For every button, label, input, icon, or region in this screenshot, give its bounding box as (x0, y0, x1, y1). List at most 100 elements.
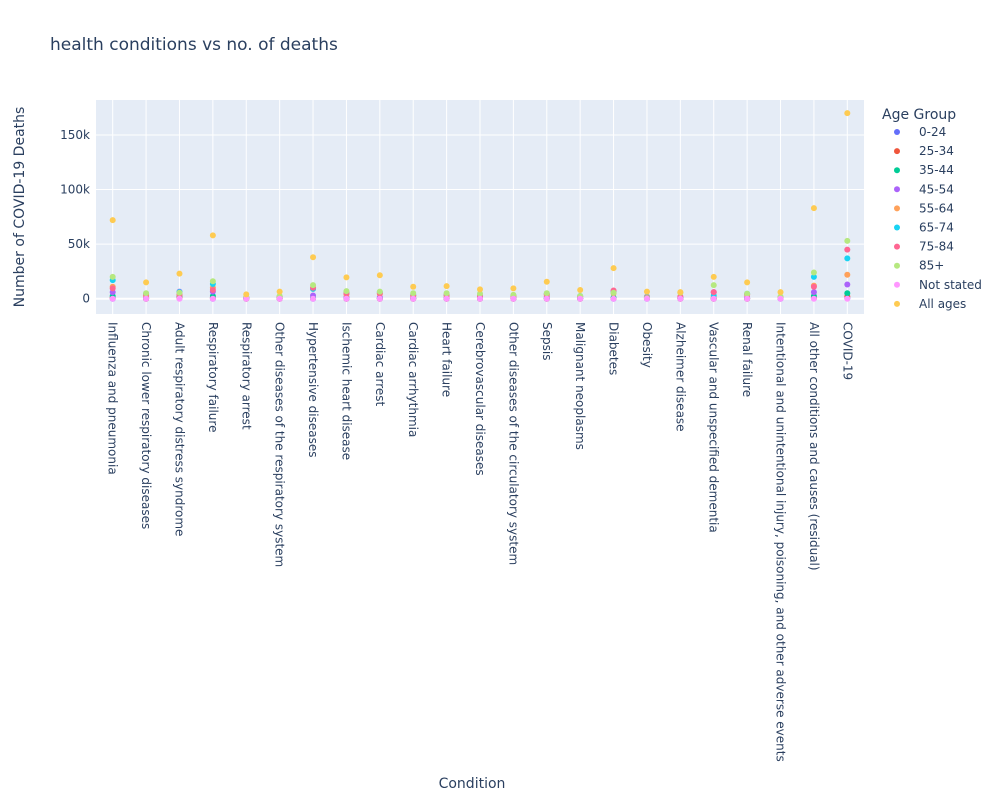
data-point[interactable] (176, 289, 183, 296)
data-point[interactable] (276, 288, 283, 295)
data-point[interactable] (710, 295, 717, 302)
legend-item-label[interactable]: Not stated (919, 278, 982, 292)
data-point[interactable] (176, 295, 183, 302)
x-tick-label: Obesity (640, 322, 654, 368)
data-point[interactable] (143, 279, 150, 286)
legend-item-label[interactable]: 45-54 (919, 182, 954, 196)
data-point[interactable] (410, 290, 417, 297)
data-point[interactable] (810, 205, 817, 212)
data-point[interactable] (310, 295, 317, 302)
data-point[interactable] (109, 295, 116, 302)
data-point[interactable] (343, 274, 350, 281)
data-point[interactable] (443, 283, 450, 290)
data-point[interactable] (610, 295, 617, 302)
x-tick-label: Respiratory arrest (239, 322, 253, 430)
data-point[interactable] (844, 290, 851, 297)
chart-title: health conditions vs no. of deaths (50, 35, 338, 55)
data-point[interactable] (143, 295, 150, 302)
data-point[interactable] (410, 283, 417, 290)
y-axis-title: Number of COVID-19 Deaths (12, 107, 28, 308)
data-point[interactable] (744, 279, 751, 286)
data-point[interactable] (744, 295, 751, 302)
data-point[interactable] (143, 290, 150, 297)
legend-item-label[interactable]: All ages (919, 297, 966, 311)
data-point[interactable] (443, 290, 450, 297)
data-point[interactable] (310, 254, 317, 261)
data-point[interactable] (777, 289, 784, 296)
data-point[interactable] (810, 269, 817, 276)
legend-marker (894, 148, 900, 155)
data-point[interactable] (243, 291, 250, 298)
legend-item-label[interactable]: 75-84 (919, 240, 954, 254)
x-tick-label: Cardiac arrest (373, 322, 387, 407)
data-point[interactable] (510, 295, 517, 302)
data-point[interactable] (343, 288, 350, 295)
data-point[interactable] (710, 289, 717, 296)
data-point[interactable] (276, 295, 283, 302)
data-point[interactable] (209, 295, 216, 302)
x-tick-label: COVID-19 (840, 322, 854, 380)
data-point[interactable] (744, 290, 751, 297)
data-point[interactable] (176, 270, 183, 277)
data-point[interactable] (109, 217, 116, 224)
data-point[interactable] (844, 246, 851, 253)
data-point[interactable] (710, 273, 717, 280)
points-layer (109, 110, 851, 302)
data-point[interactable] (844, 237, 851, 244)
data-point[interactable] (810, 273, 817, 280)
data-point[interactable] (777, 295, 784, 302)
y-tick-label: 100k (60, 183, 90, 197)
data-point[interactable] (710, 282, 717, 289)
data-point[interactable] (477, 286, 483, 293)
legend-item-label[interactable]: 0-24 (919, 125, 946, 139)
data-point[interactable] (376, 272, 383, 279)
data-point[interactable] (810, 283, 817, 290)
data-point[interactable] (643, 295, 650, 302)
data-point[interactable] (844, 110, 851, 117)
legend-item-label[interactable]: 55-64 (919, 201, 954, 215)
data-point[interactable] (543, 278, 550, 285)
legend-item-label[interactable]: 65-74 (919, 221, 954, 235)
data-point[interactable] (810, 295, 817, 302)
data-point[interactable] (510, 285, 517, 292)
data-point[interactable] (376, 295, 383, 302)
data-point[interactable] (109, 273, 116, 280)
legend-marker (894, 186, 900, 193)
x-tick-label: Vascular and unspecified dementia (707, 322, 721, 533)
data-point[interactable] (477, 290, 483, 297)
legend-item-label[interactable]: 35-44 (919, 163, 954, 177)
data-point[interactable] (844, 255, 851, 262)
data-point[interactable] (677, 289, 684, 296)
data-point[interactable] (610, 289, 617, 296)
data-point[interactable] (543, 290, 550, 297)
data-point[interactable] (610, 265, 617, 272)
y-axis-ticks: 0 50k 100k 150k (60, 128, 90, 306)
x-tick-label: All other conditions and causes (residua… (807, 322, 821, 571)
data-point[interactable] (543, 295, 550, 302)
x-tick-label: Cerebrovascular diseases (473, 322, 487, 476)
data-point[interactable] (810, 289, 817, 296)
data-point[interactable] (209, 286, 216, 293)
data-point[interactable] (310, 282, 317, 289)
data-point[interactable] (577, 295, 584, 302)
legend-marker (894, 300, 900, 307)
x-axis-title: Condition (439, 776, 506, 792)
data-point[interactable] (343, 295, 350, 302)
data-point[interactable] (677, 295, 684, 302)
legend-item-label[interactable]: 25-34 (919, 144, 954, 158)
data-point[interactable] (844, 271, 851, 278)
data-point[interactable] (643, 288, 650, 295)
data-point[interactable] (844, 281, 851, 288)
data-point[interactable] (410, 295, 417, 302)
data-point[interactable] (209, 232, 216, 239)
data-point[interactable] (109, 285, 116, 292)
data-point[interactable] (443, 295, 450, 302)
data-point[interactable] (243, 295, 250, 302)
legend-item-label[interactable]: 85+ (919, 259, 944, 273)
legend-marker (894, 167, 900, 174)
data-point[interactable] (209, 278, 216, 285)
data-point[interactable] (376, 288, 383, 295)
data-point[interactable] (844, 295, 851, 302)
data-point[interactable] (477, 295, 483, 302)
data-point[interactable] (577, 286, 584, 293)
